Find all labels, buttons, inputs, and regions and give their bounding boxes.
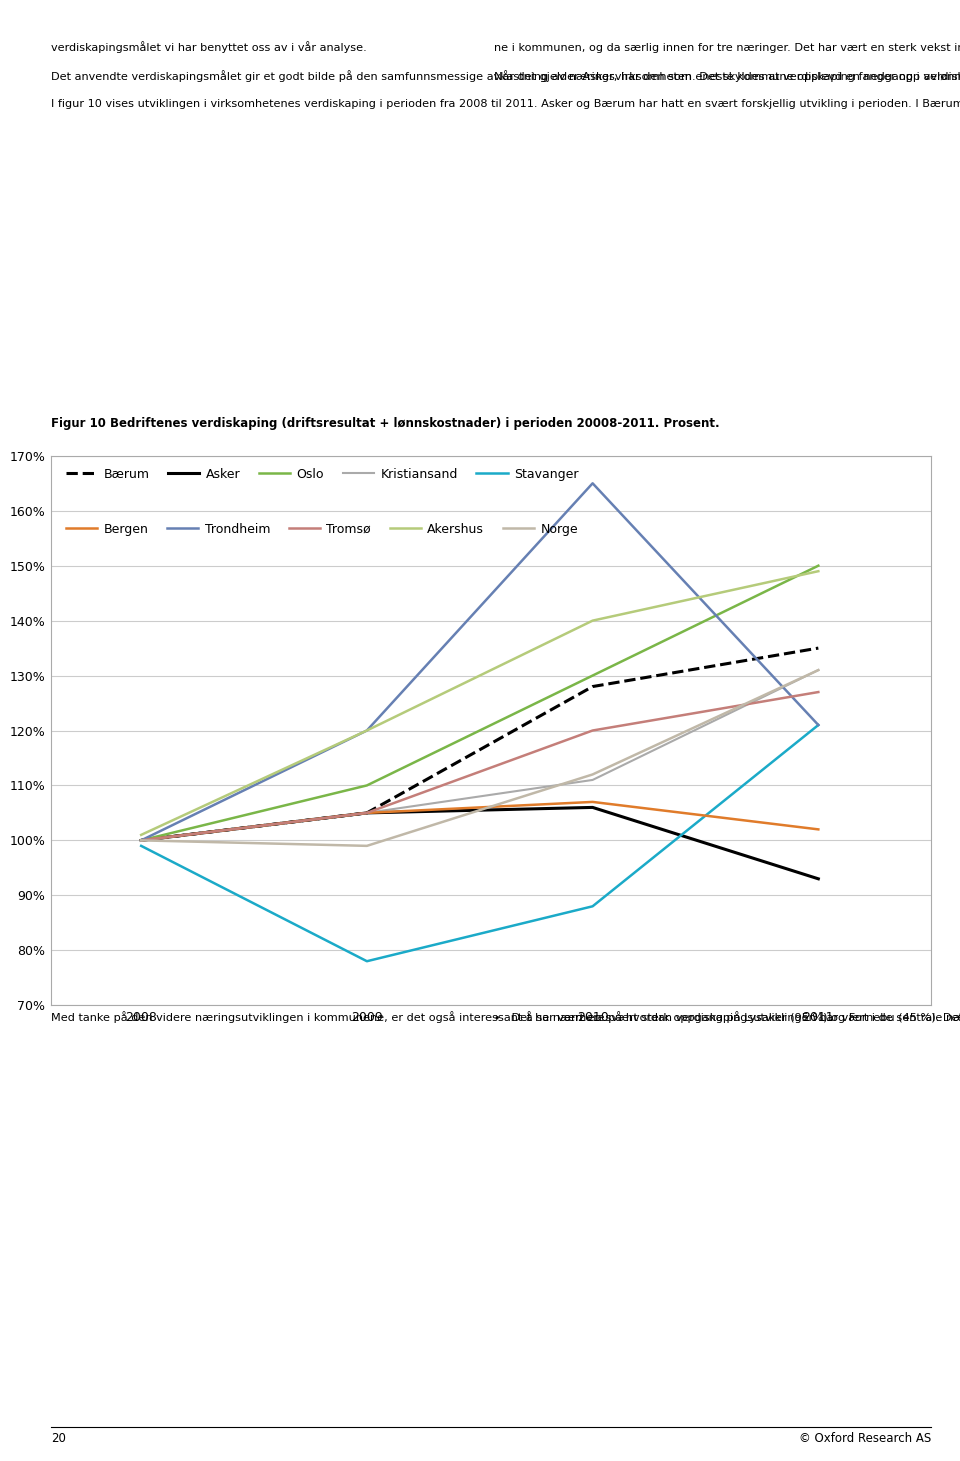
Text: © Oxford Research AS: © Oxford Research AS	[799, 1432, 931, 1445]
Text: Figur 10 Bedriftenes verdiskaping (driftsresultat + lønnskostnader) i perioden 2: Figur 10 Bedriftenes verdiskaping (drift…	[51, 416, 719, 430]
Text: verdiskapingsmålet vi har benyttet oss av i vår analyse.

Det anvendte verdiskap: verdiskapingsmålet vi har benyttet oss a…	[51, 41, 960, 110]
Text: 20: 20	[51, 1432, 65, 1445]
Text: •   Det har vært en svært sterk oppgang på Lysaker (95 %) og Fornebu (45 %). Det: • Det har vært en svært sterk oppgang på…	[494, 1011, 960, 1023]
Legend: Bergen, Trondheim, Tromsø, Akershus, Norge: Bergen, Trondheim, Tromsø, Akershus, Nor…	[66, 523, 578, 536]
Text: Med tanke på den videre næringsutviklingen i kommunene, er det også interessant : Med tanke på den videre næringsutvikling…	[51, 1011, 960, 1023]
Text: ne i kommunen, og da særlig innen for tre næringer. Det har vært en sterk vekst : ne i kommunen, og da særlig innen for tr…	[494, 41, 960, 82]
